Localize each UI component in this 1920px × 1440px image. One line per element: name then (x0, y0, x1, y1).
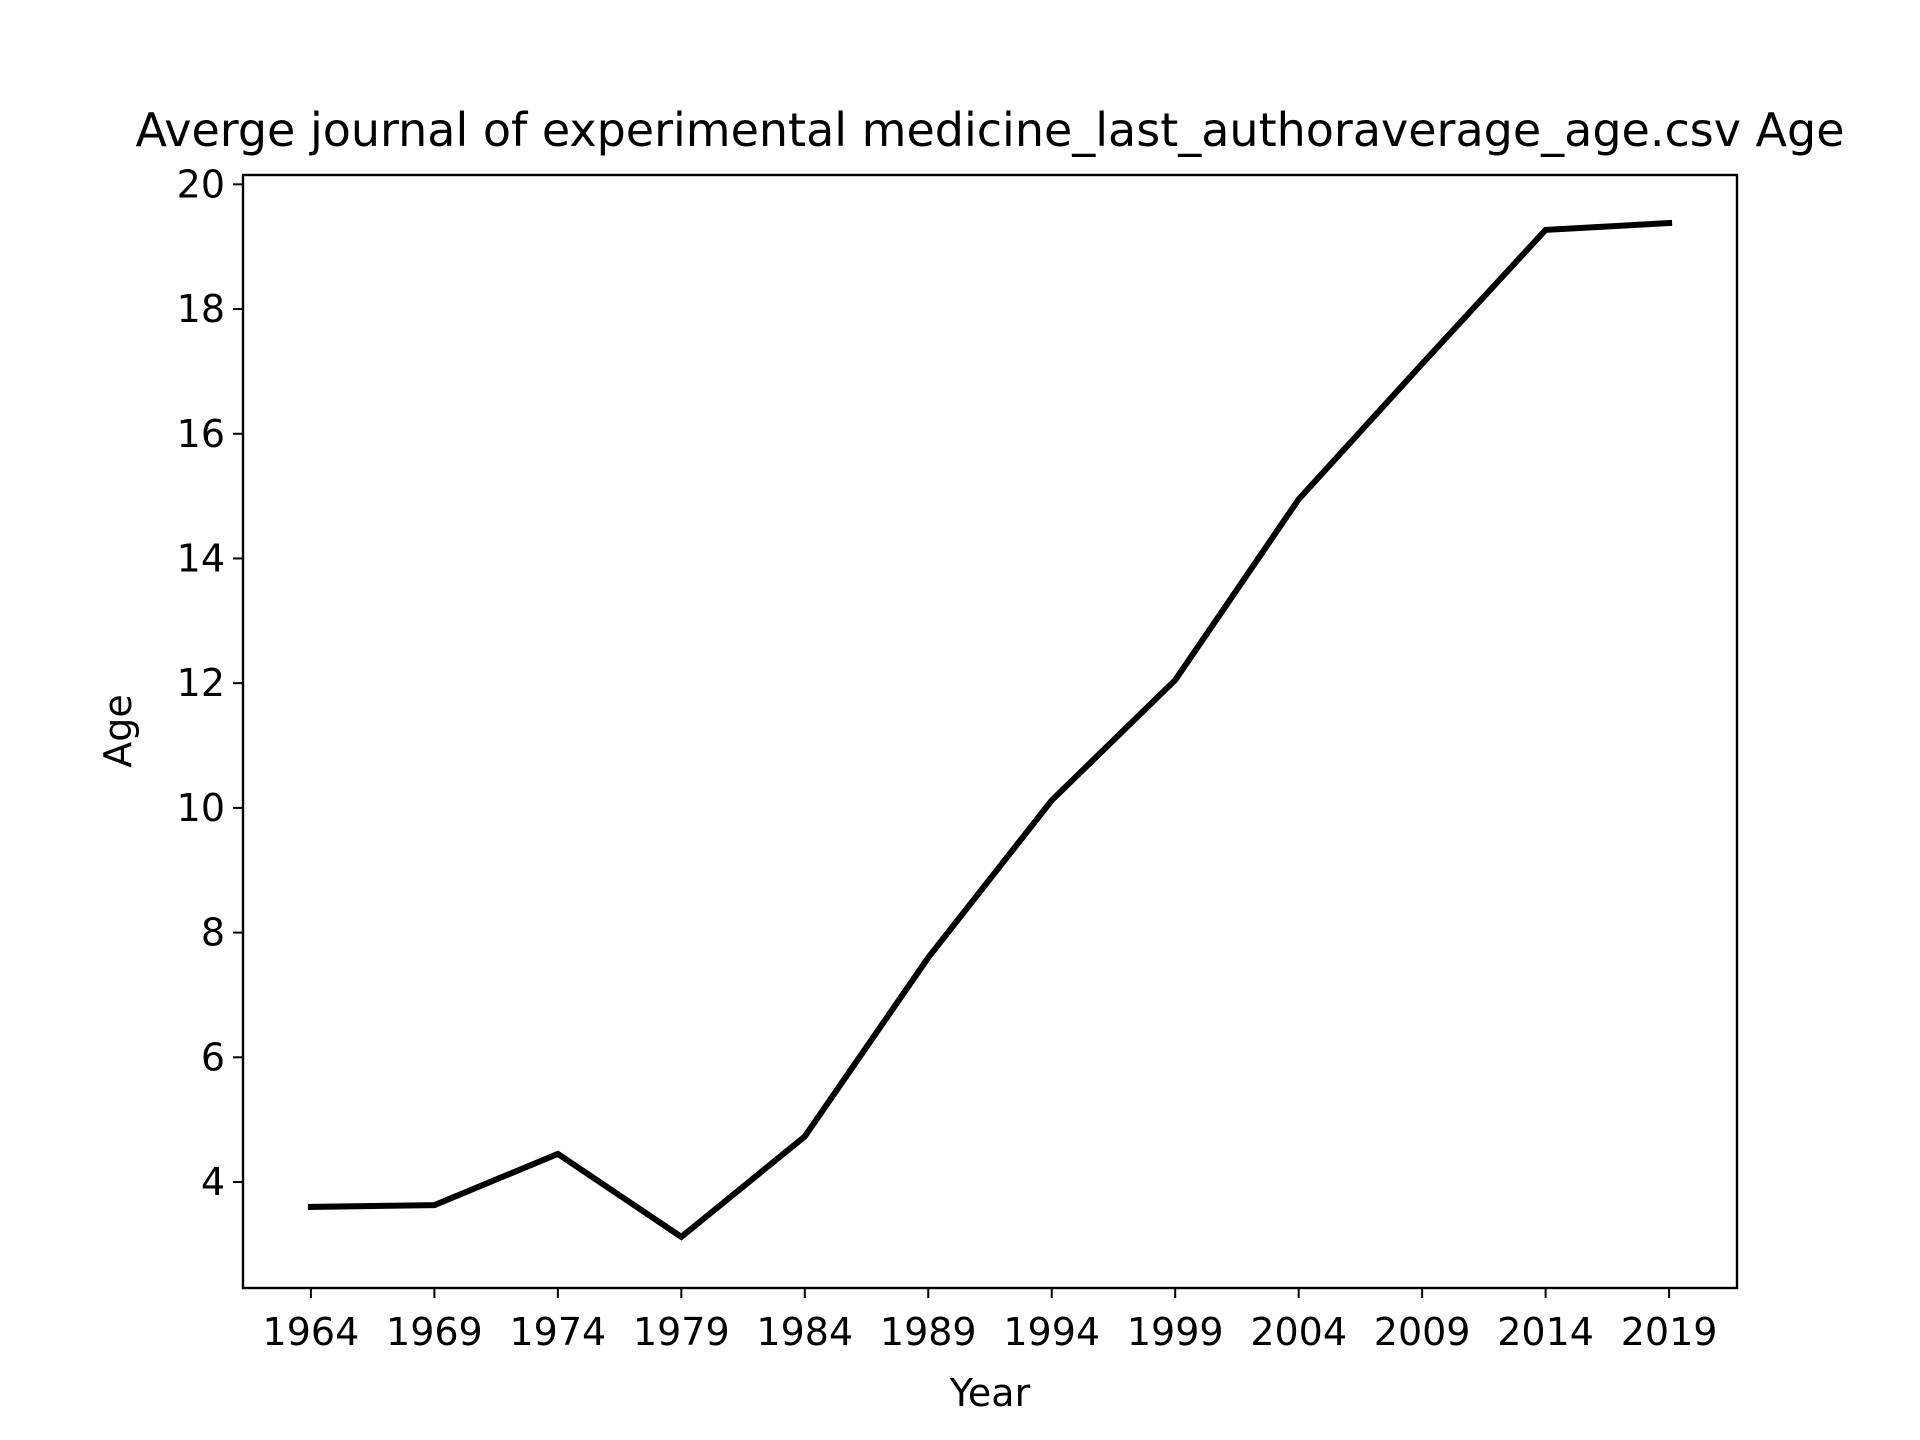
y-tick-label: 10 (177, 786, 225, 830)
x-tick-label: 1974 (509, 1310, 606, 1354)
y-tick-label: 20 (177, 162, 225, 206)
chart-title: Averge journal of experimental medicine_… (135, 103, 1844, 157)
y-tick-label: 4 (201, 1160, 225, 1204)
x-axis-label: Year (949, 1371, 1031, 1415)
x-tick-label: 2014 (1497, 1310, 1594, 1354)
x-tick-label: 1989 (880, 1310, 977, 1354)
y-tick-label: 8 (201, 911, 225, 955)
y-tick-label: 18 (177, 287, 225, 331)
y-tick-label: 16 (177, 412, 225, 456)
series-line (307, 219, 1673, 1241)
x-tick-label: 1994 (1003, 1310, 1100, 1354)
x-axis: 1964 1969 1974 1979 1984 1989 1994 1999 2004 2009… (263, 1288, 1718, 1354)
x-tick-label: 1964 (263, 1310, 360, 1354)
y-axis-label: Age (96, 694, 140, 768)
x-tick-label: 1979 (633, 1310, 730, 1354)
x-tick-label: 2009 (1374, 1310, 1471, 1354)
plot-frame (241, 173, 1739, 1290)
x-tick-label: 2004 (1250, 1310, 1347, 1354)
y-tick-label: 14 (177, 536, 225, 580)
series-layer (307, 219, 1673, 1241)
y-tick-label: 6 (201, 1035, 225, 1079)
x-tick-label: 1984 (756, 1310, 853, 1354)
y-tick-label: 12 (177, 661, 225, 705)
y-axis: 4 6 8 10 12 14 16 18 20 (177, 162, 243, 1204)
x-tick-label: 1969 (386, 1310, 483, 1354)
x-tick-label: 1999 (1127, 1310, 1224, 1354)
x-tick-label: 2019 (1621, 1310, 1718, 1354)
